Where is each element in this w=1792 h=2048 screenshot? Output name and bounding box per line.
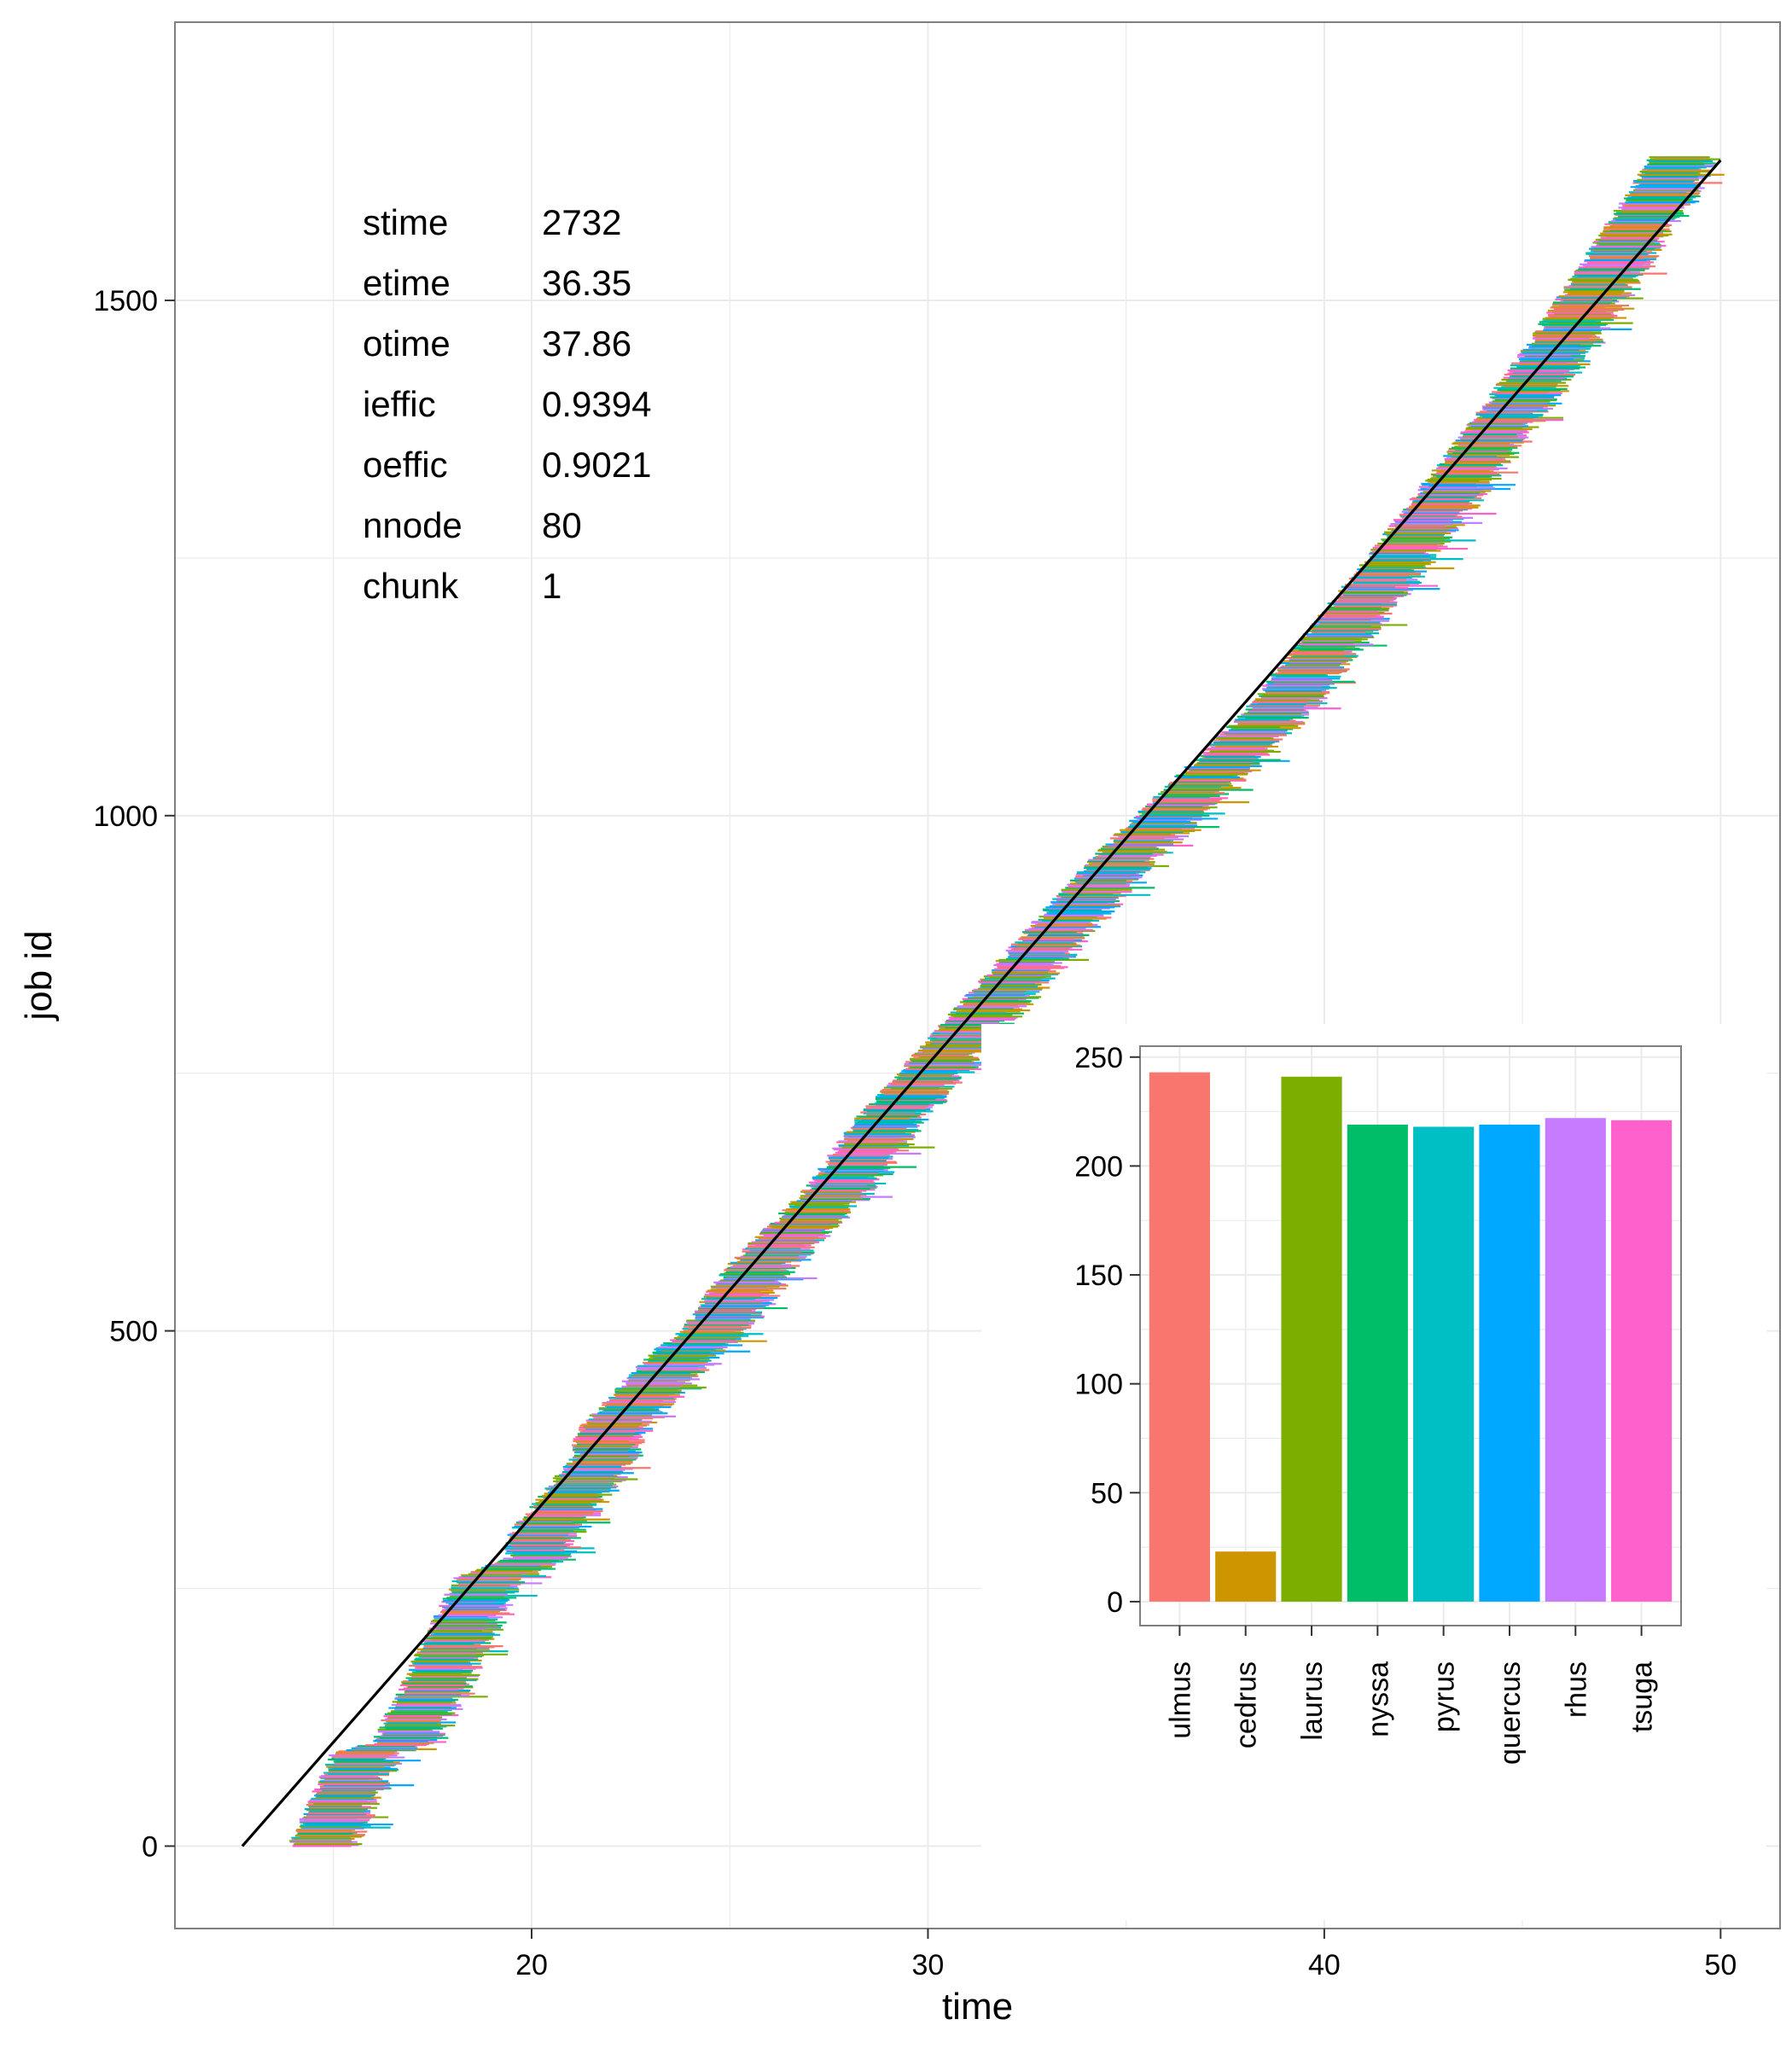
y-tick-label: 500 (109, 1316, 158, 1348)
x-axis-title: time (942, 1986, 1013, 2028)
bar-tsuga (1611, 1120, 1673, 1602)
bar-laurus (1281, 1076, 1342, 1602)
stats-label: oeffic (363, 445, 448, 485)
inset-category-label: nyssa (1362, 1661, 1394, 1737)
stats-table: stime 2732 etime 36.35 otime 37.86 ieffic 0.939… (363, 202, 651, 606)
stats-label: otime (363, 323, 451, 364)
bar-ulmus (1149, 1072, 1210, 1602)
inset-category-label: ulmus (1164, 1661, 1196, 1739)
inset-category-label: quercus (1494, 1661, 1527, 1765)
inset-y-tick-label: 50 (1091, 1477, 1123, 1510)
y-tick-label: 0 (142, 1830, 158, 1863)
x-tick-label: 50 (1704, 1949, 1737, 1981)
inset-axes: 0 50 100 150 200 250 ulmus cedrus laurus nyssa pyr… (1074, 1042, 1658, 1765)
stats-value: 0.9021 (542, 445, 651, 485)
stats-label: chunk (363, 566, 459, 606)
stats-value: 0.9394 (542, 384, 651, 424)
stats-value: 37.86 (542, 323, 631, 364)
stats-label: etime (363, 263, 451, 303)
inset-category-label: tsuga (1626, 1661, 1659, 1732)
bar-nyssa (1347, 1124, 1408, 1602)
inset-y-tick-label: 0 (1107, 1586, 1123, 1619)
fit-line-layer (241, 159, 1722, 1847)
stats-value: 1 (542, 566, 561, 606)
y-tick-label: 1000 (93, 800, 158, 833)
bar-rhus (1545, 1118, 1606, 1602)
x-tick-label: 30 (912, 1949, 945, 1981)
inset-category-label: cedrus (1231, 1661, 1263, 1748)
stats-value: 80 (542, 505, 582, 545)
stats-value: 2732 (542, 202, 621, 242)
inset-y-tick-label: 250 (1074, 1042, 1123, 1074)
inset-y-tick-label: 200 (1074, 1150, 1123, 1183)
main-panel-border (174, 21, 1781, 1929)
stats-label: ieffic (363, 384, 436, 424)
inset-panel-border (1139, 1045, 1682, 1626)
bar-pyrus (1413, 1126, 1475, 1602)
bar-cedrus (1215, 1551, 1277, 1602)
inset-y-tick-label: 100 (1074, 1369, 1123, 1401)
inset-bars (1149, 1072, 1673, 1602)
bar-quercus (1479, 1124, 1540, 1602)
stats-value: 36.35 (542, 263, 631, 303)
inset-category-label: rhus (1560, 1661, 1592, 1718)
y-tick-label: 1500 (93, 285, 158, 317)
stats-label: nnode (363, 505, 463, 545)
x-tick-label: 40 (1308, 1949, 1341, 1981)
x-tick-label: 20 (515, 1949, 548, 1981)
inset-category-label: pyrus (1428, 1661, 1461, 1732)
y-axis-title: job id (18, 930, 60, 1021)
inset-category-label: laurus (1296, 1661, 1329, 1741)
fit-line (241, 159, 1722, 1847)
stats-label: stime (363, 202, 448, 242)
inset-y-tick-label: 150 (1074, 1260, 1123, 1292)
